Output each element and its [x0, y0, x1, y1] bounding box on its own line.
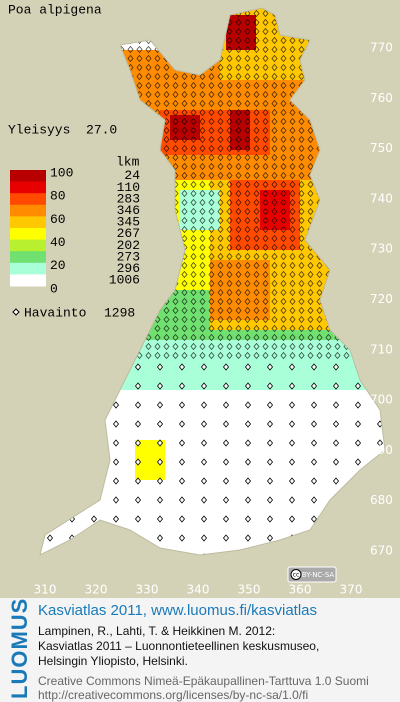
scale-label: 40 [50, 235, 66, 250]
brand: LUOMUS [7, 597, 32, 699]
x-tick-label: 360 [289, 583, 312, 597]
scale-label: 60 [50, 212, 66, 227]
observation-label: Havainto [24, 305, 86, 320]
title: Poa alpigena [8, 2, 102, 17]
legend-count: 110 [117, 180, 140, 195]
legend-count: 273 [117, 249, 140, 264]
x-tick-label: 370 [340, 583, 363, 597]
y-tick-label: 710 [370, 342, 393, 356]
license: Creative Commons Nimeä-Epäkaupallinen-Ta… [38, 674, 369, 688]
y-tick-label: 700 [370, 393, 393, 407]
legend-count: 202 [117, 238, 140, 253]
observation-symbol [12, 308, 20, 316]
legend-count: 267 [117, 226, 140, 241]
legend-count: 345 [117, 215, 140, 230]
citation: Helsingin Yliopisto, Helsinki. [38, 654, 188, 668]
legend-swatch [10, 181, 46, 194]
license: http://creativecommons.org/licenses/by-n… [38, 688, 309, 702]
x-tick-label: 340 [187, 583, 210, 597]
legend-swatch [10, 239, 46, 252]
scale-label: 100 [50, 165, 73, 180]
x-tick-label: 350 [238, 583, 261, 597]
legend-swatch [10, 228, 46, 241]
scale-label: 20 [50, 258, 66, 273]
license-badge: cc BY-NC-SA [287, 566, 337, 583]
x-tick-label: 310 [34, 583, 57, 597]
y-tick-label: 750 [370, 141, 393, 155]
legend-swatch [10, 170, 46, 183]
count-header: lkm [116, 154, 140, 169]
legend-swatch [10, 204, 46, 217]
observation-count: 1298 [104, 305, 135, 320]
axes: 770 760 750 740 730 720 710 700 690 680 670 310 320 3… [34, 41, 393, 597]
legend-swatch [10, 216, 46, 229]
y-tick-label: 720 [370, 292, 393, 306]
scale-label: 0 [50, 281, 58, 296]
y-tick-label: 670 [370, 544, 393, 558]
x-tick-label: 330 [136, 583, 159, 597]
y-tick-label: 740 [370, 191, 393, 205]
frequency: Yleisyys 27.0 [8, 122, 117, 137]
y-tick-label: 770 [370, 41, 393, 55]
legend-count: 283 [117, 191, 140, 206]
legend-count: 24 [124, 168, 140, 183]
legend-swatch [10, 274, 46, 287]
legend-count: 296 [117, 261, 140, 276]
citation: Kasviatlas 2011 – Luonnontieteellinen ke… [38, 639, 320, 653]
legend-swatch [10, 193, 46, 206]
map: Poa alpigena Yleisyys 27.0 lkm2411028334… [0, 0, 400, 598]
legend-count: 346 [117, 203, 140, 218]
legend-swatch [10, 262, 46, 275]
citation: Lampinen, R., Lahti, T. & Heikkinen M. 2… [38, 624, 276, 638]
y-tick-label: 690 [370, 443, 393, 457]
link[interactable]: Kasviatlas 2011, www.luomus.fi/kasviatla… [38, 602, 318, 619]
scale-label: 80 [50, 189, 66, 204]
badge-text: BY-NC-SA [302, 571, 335, 579]
svg-text:cc: cc [293, 572, 300, 579]
footer: LUOMUS Kasviatlas 2011, www.luomus.fi/ka… [0, 598, 400, 702]
y-tick-label: 730 [370, 242, 393, 256]
y-tick-label: 760 [370, 91, 393, 105]
y-tick-label: 680 [370, 493, 393, 507]
x-tick-label: 320 [85, 583, 108, 597]
legend-swatch [10, 251, 46, 264]
legend-count: 1006 [109, 273, 140, 288]
